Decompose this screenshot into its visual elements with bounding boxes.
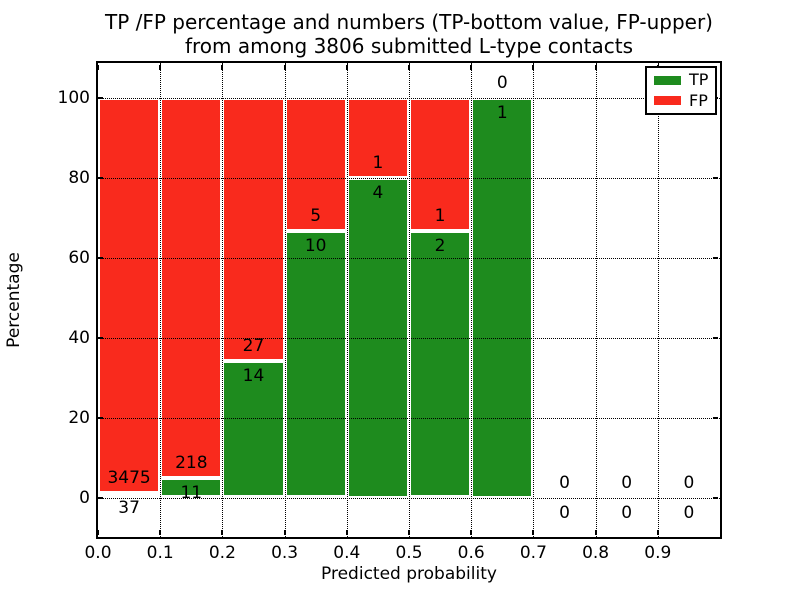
- x-tick-mark: [656, 530, 659, 535]
- tp-count-label: 11: [180, 483, 203, 504]
- x-tick-mark-top: [221, 65, 224, 70]
- chart-title-line1: TP /FP percentage and numbers (TP-bottom…: [105, 10, 713, 34]
- fp-count-label: 0: [559, 472, 570, 493]
- y-tick-mark: [98, 416, 103, 419]
- v-gridline: [533, 63, 535, 537]
- x-tick-label: 0.6: [457, 543, 485, 563]
- y-tick-label: 0: [79, 487, 90, 508]
- fp-count-label: 0: [496, 72, 508, 93]
- x-tick-label: 0.8: [582, 543, 610, 563]
- fp-count-label: 0: [621, 472, 633, 493]
- v-gridline: [222, 63, 224, 537]
- legend-item-fp: FP: [654, 90, 715, 110]
- tp-count-label: 14: [242, 365, 265, 386]
- x-tick-label: 0.0: [84, 543, 112, 563]
- legend: TP FP: [645, 66, 717, 115]
- x-tick-mark: [159, 530, 162, 535]
- x-tick-mark: [97, 530, 99, 535]
- x-tick-mark-top: [283, 65, 286, 70]
- tp-legend-swatch: [654, 75, 681, 85]
- bar-segment-tp: [284, 230, 347, 498]
- x-tick-mark-top: [159, 65, 162, 70]
- y-tick-mark-right: [713, 416, 718, 419]
- tp-count-label: 10: [304, 235, 327, 256]
- tp-count-label: 0: [683, 502, 695, 523]
- fp-legend-swatch: [654, 96, 681, 106]
- v-gridline: [160, 63, 162, 537]
- x-tick-mark: [221, 530, 224, 535]
- y-tick-mark: [98, 496, 103, 499]
- y-tick-label: 60: [68, 247, 90, 268]
- legend-item-tp: TP: [654, 72, 715, 88]
- y-tick-mark-right: [713, 176, 718, 179]
- x-tick-label: 0.1: [146, 543, 174, 563]
- x-tick-mark: [408, 530, 410, 535]
- x-tick-mark-top: [345, 65, 348, 70]
- x-tick-mark-top: [470, 65, 473, 70]
- x-tick-label: 0.2: [208, 543, 236, 563]
- v-gridline: [471, 63, 473, 537]
- x-tick-label: 0.5: [395, 543, 423, 563]
- fp-legend-label: FP: [689, 90, 708, 110]
- v-gridline: [409, 63, 410, 537]
- x-tick-mark: [532, 530, 535, 535]
- tp-count-label: 4: [372, 182, 384, 203]
- y-axis-label: Percentage: [4, 252, 24, 348]
- bar-segment-fp: [409, 97, 472, 231]
- x-tick-mark-top: [532, 65, 535, 70]
- bar-segment-tp: [222, 360, 285, 498]
- v-gridline: [657, 63, 659, 537]
- fp-count-label: 3475: [107, 468, 151, 489]
- bar-segment-fp: [160, 97, 223, 479]
- x-tick-mark: [283, 530, 286, 535]
- bar-segment-fp: [98, 97, 161, 494]
- bar-segment-tp: [409, 230, 472, 498]
- v-gridline: [284, 63, 286, 537]
- fp-count-label: 1: [372, 152, 384, 173]
- y-tick-mark: [98, 176, 103, 179]
- tp-count-label: 2: [434, 235, 446, 256]
- y-tick-mark-right: [713, 336, 718, 339]
- y-tick-mark-right: [713, 256, 718, 259]
- x-axis-label: Predicted probability: [321, 564, 497, 584]
- tp-count-label: 37: [118, 498, 140, 519]
- x-tick-mark-top: [97, 65, 99, 70]
- x-tick-mark-top: [594, 65, 597, 70]
- fp-count-label: 218: [175, 453, 208, 474]
- y-tick-mark: [98, 96, 103, 99]
- bar-segment-tp: [160, 478, 223, 498]
- x-tick-mark-top: [408, 65, 410, 70]
- tp-count-label: 0: [621, 502, 633, 523]
- tp-count-label: 0: [559, 502, 570, 523]
- chart-title-line2: from among 3806 submitted L-type contact…: [184, 34, 634, 58]
- x-tick-label: 0.9: [644, 543, 672, 563]
- v-gridline: [346, 63, 348, 537]
- y-tick-label: 40: [68, 327, 90, 348]
- bar-segment-tp: [98, 493, 161, 498]
- tp-legend-label: TP: [689, 70, 709, 90]
- fp-count-label: 0: [683, 472, 695, 493]
- x-tick-mark: [345, 530, 348, 535]
- x-tick-mark: [470, 530, 473, 535]
- fp-count-label: 27: [242, 335, 265, 356]
- y-tick-mark: [98, 256, 103, 259]
- tp-count-label: 1: [496, 102, 508, 123]
- y-tick-label: 100: [57, 87, 90, 108]
- x-tick-mark: [594, 530, 597, 535]
- bar-segment-fp: [284, 97, 347, 231]
- fp-count-label: 1: [434, 205, 446, 226]
- bar-segment-tp: [471, 97, 534, 498]
- v-gridline: [595, 63, 597, 537]
- y-tick-label: 20: [68, 407, 90, 428]
- y-tick-mark-right: [713, 496, 718, 499]
- x-tick-label: 0.4: [333, 543, 361, 563]
- bar-segment-fp: [222, 97, 285, 361]
- x-tick-label: 0.7: [519, 543, 547, 563]
- x-tick-label: 0.3: [271, 543, 299, 563]
- bar-segment-fp: [346, 97, 409, 178]
- y-tick-label: 80: [68, 167, 90, 188]
- fp-count-label: 5: [310, 205, 322, 226]
- y-tick-mark: [98, 336, 103, 339]
